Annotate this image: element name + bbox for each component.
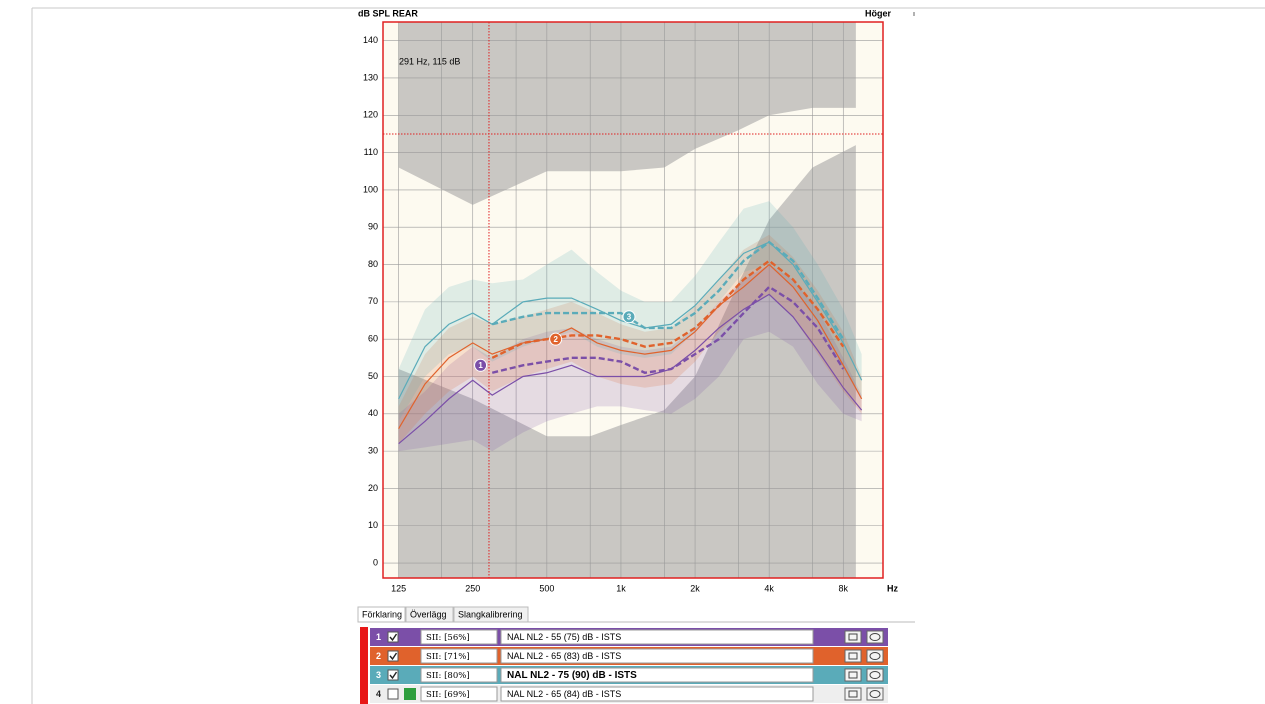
prescription-name: NAL NL2 - 65 (84) dB - ISTS — [507, 689, 621, 699]
measured-curve — [398, 293, 863, 445]
curve-marker-label: 1 — [478, 361, 483, 370]
sii-box — [420, 667, 498, 683]
x-tick-label: 250 — [465, 583, 480, 593]
comment-icon — [869, 690, 881, 698]
comment-icon — [869, 652, 881, 660]
y-tick-label: 50 — [368, 371, 378, 381]
checkmark — [389, 633, 398, 642]
row-number: 4 — [376, 689, 381, 699]
comment-button[interactable] — [866, 668, 884, 682]
details-button[interactable] — [844, 649, 862, 663]
tab-label[interactable]: Överlägg — [410, 609, 447, 619]
target-curve — [491, 240, 845, 340]
checkbox[interactable] — [387, 631, 399, 643]
y-tick-label: 110 — [364, 147, 378, 157]
y-tick-label: 80 — [368, 259, 378, 269]
sii-value: SII: [69%] — [426, 690, 470, 700]
curve-marker — [549, 332, 563, 346]
curve-marker — [474, 358, 488, 372]
prescription-name: NAL NL2 - 65 (83) dB - ISTS — [507, 651, 621, 661]
plot-frame — [382, 21, 884, 579]
prescription-name: NAL NL2 - 75 (90) dB - ISTS — [507, 670, 637, 681]
checkbox[interactable] — [387, 669, 399, 681]
chart-title: dB SPL REAR — [358, 8, 418, 18]
measured-curve — [398, 263, 863, 430]
lower-limit-area — [398, 145, 856, 579]
details-button[interactable] — [844, 668, 862, 682]
x-tick-label: 500 — [539, 583, 554, 593]
sii-value: SII: [71%] — [426, 652, 470, 662]
y-tick-label: 70 — [368, 296, 378, 306]
prescription-name: NAL NL2 - 55 (75) dB - ISTS — [507, 632, 621, 642]
comment-button[interactable] — [866, 630, 884, 644]
target-curve — [491, 285, 845, 375]
y-tick-label: 20 — [368, 483, 378, 493]
y-tick-label: 60 — [368, 334, 378, 344]
row-number: 1 — [376, 632, 381, 642]
y-tick-label: 120 — [363, 110, 378, 120]
row-number: 2 — [376, 651, 381, 661]
tab-label[interactable]: Förklaring — [362, 609, 402, 619]
tolerance-band — [398, 264, 862, 452]
comment-button[interactable] — [866, 687, 884, 701]
side-bar — [360, 627, 368, 704]
details-icon — [848, 633, 858, 641]
name-box — [500, 667, 814, 683]
y-tick-label: 40 — [368, 408, 378, 418]
cursor-readout: 291 Hz, 115 dB — [399, 56, 460, 66]
row-number: 3 — [376, 670, 381, 680]
tab-label[interactable]: Slangkalibrering — [458, 609, 523, 619]
name-box — [500, 648, 814, 664]
measured-curve — [398, 241, 863, 400]
y-tick-label: 100 — [363, 184, 378, 194]
sii-box — [420, 648, 498, 664]
name-box — [500, 686, 814, 702]
x-tick-label: 125 — [391, 583, 406, 593]
sii-value: SII: [80%] — [426, 671, 470, 681]
x-tick-label: 8k — [839, 583, 849, 593]
x-tick-label: 1k — [616, 583, 626, 593]
legend-panel: Förklaring Överlägg Slangkalibrering 1 SII: … — [357, 606, 915, 704]
checkmark — [389, 671, 398, 680]
comment-button[interactable] — [866, 649, 884, 663]
curve-marker — [622, 310, 636, 324]
checkbox[interactable] — [387, 650, 399, 662]
y-tick-label: 10 — [368, 520, 378, 530]
checkmark — [389, 652, 398, 661]
sii-box — [420, 629, 498, 645]
y-tick-label: 30 — [368, 446, 378, 456]
color-swatch — [404, 688, 416, 700]
x-axis-label: Hz — [887, 583, 898, 593]
y-tick-label: 90 — [368, 222, 378, 232]
upper-limit-area — [398, 22, 856, 205]
name-box — [500, 629, 814, 645]
sii-value: SII: [56%] — [426, 633, 470, 643]
comment-icon — [869, 633, 881, 641]
details-icon — [848, 671, 858, 679]
comment-icon — [869, 671, 881, 679]
side-label: Höger — [865, 8, 892, 18]
details-icon — [848, 690, 858, 698]
details-icon — [848, 652, 858, 660]
checkbox[interactable] — [387, 688, 399, 700]
x-tick-label: 4k — [764, 583, 774, 593]
details-button[interactable] — [844, 630, 862, 644]
tolerance-band — [398, 234, 862, 444]
curve-marker-label: 2 — [553, 335, 558, 344]
curve-marker-label: 3 — [627, 312, 632, 321]
details-button[interactable] — [844, 687, 862, 701]
x-tick-label: 2k — [690, 583, 700, 593]
y-tick-label: 140 — [363, 35, 378, 45]
y-tick-label: 130 — [363, 72, 378, 82]
y-tick-label: 0 — [373, 557, 378, 567]
sii-box — [420, 686, 498, 702]
